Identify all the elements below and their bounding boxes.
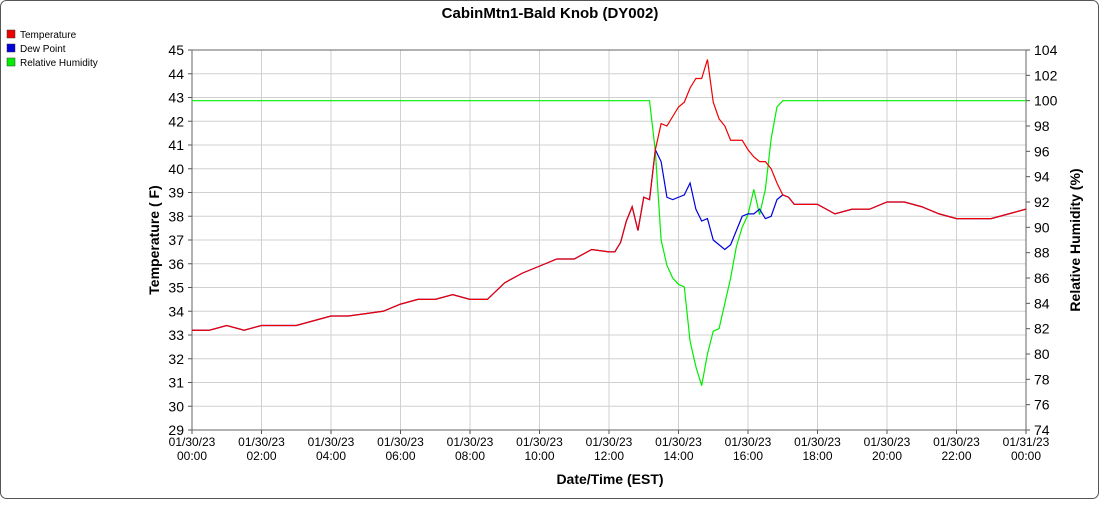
y-tick-label: 31 — [168, 375, 184, 391]
x-tick-label: 01/30/23 02:00 — [238, 435, 285, 463]
y-axis-title: Temperature ( F) — [146, 185, 162, 294]
series-line — [192, 59, 1027, 331]
y2-tick-label: 98 — [1034, 118, 1050, 134]
x-tick-label: 01/30/23 00:00 — [169, 435, 216, 463]
y-tick-label: 33 — [168, 327, 184, 343]
x-tick-label: 01/30/23 22:00 — [933, 435, 980, 463]
x-axis-title: Date/Time (EST) — [556, 471, 663, 487]
chart-title: CabinMtn1-Bald Knob (DY002) — [442, 5, 659, 22]
y-tick-label: 34 — [168, 303, 184, 319]
legend-swatch — [6, 57, 16, 67]
y2-tick-label: 84 — [1034, 295, 1050, 311]
y-tick-label: 44 — [168, 66, 184, 82]
y2-tick-label: 82 — [1034, 321, 1050, 337]
x-tick-label: 01/30/23 18:00 — [794, 435, 841, 463]
x-tick-label: 01/30/23 16:00 — [725, 435, 772, 463]
y-tick-label: 42 — [168, 113, 184, 129]
y2-axis-title: Relative Humidity (%) — [1067, 168, 1083, 311]
y-tick-label: 39 — [168, 185, 184, 201]
x-tick-label: 01/30/23 20:00 — [864, 435, 911, 463]
legend-label: Dew Point — [20, 44, 66, 55]
x-tick-label: 01/31/23 00:00 — [1003, 435, 1050, 463]
y2-tick-label: 92 — [1034, 194, 1050, 210]
y-tick-label: 37 — [168, 232, 184, 248]
x-tick-label: 01/30/23 06:00 — [377, 435, 424, 463]
y-tick-label: 32 — [168, 351, 184, 367]
y2-tick-label: 86 — [1034, 270, 1050, 286]
legend-swatch — [6, 29, 16, 39]
y2-tick-label: 102 — [1034, 67, 1058, 83]
x-tick-label: 01/30/23 10:00 — [516, 435, 563, 463]
y2-tick-label: 74 — [1034, 422, 1050, 438]
y-tick-label: 43 — [168, 90, 184, 106]
y2-tick-label: 80 — [1034, 346, 1050, 362]
y-tick-label: 41 — [168, 137, 184, 153]
y2-tick-label: 78 — [1034, 371, 1050, 387]
x-tick-label: 01/30/23 04:00 — [308, 435, 355, 463]
y-tick-label: 29 — [168, 422, 184, 438]
y2-tick-label: 76 — [1034, 397, 1050, 413]
y-tick-label: 30 — [168, 398, 184, 414]
plot-border — [191, 49, 1027, 431]
x-tick-label: 01/30/23 08:00 — [447, 435, 494, 463]
legend-label: Relative Humidity — [20, 58, 98, 69]
legend-label: Temperature — [20, 30, 77, 41]
y-tick-label: 45 — [168, 42, 184, 58]
y-tick-label: 35 — [168, 280, 184, 296]
x-tick-label: 01/30/23 12:00 — [586, 435, 633, 463]
y-tick-label: 40 — [168, 161, 184, 177]
y2-tick-label: 100 — [1034, 93, 1058, 109]
series-line — [192, 100, 1026, 386]
y2-tick-label: 104 — [1034, 42, 1058, 58]
legend-swatch — [6, 43, 16, 53]
y2-tick-label: 96 — [1034, 143, 1050, 159]
x-tick-label: 01/30/23 14:00 — [655, 435, 702, 463]
y2-tick-label: 94 — [1034, 169, 1050, 185]
y-tick-label: 38 — [168, 208, 184, 224]
y2-tick-label: 90 — [1034, 219, 1050, 235]
y2-tick-label: 88 — [1034, 245, 1050, 261]
y-tick-label: 36 — [168, 256, 184, 272]
